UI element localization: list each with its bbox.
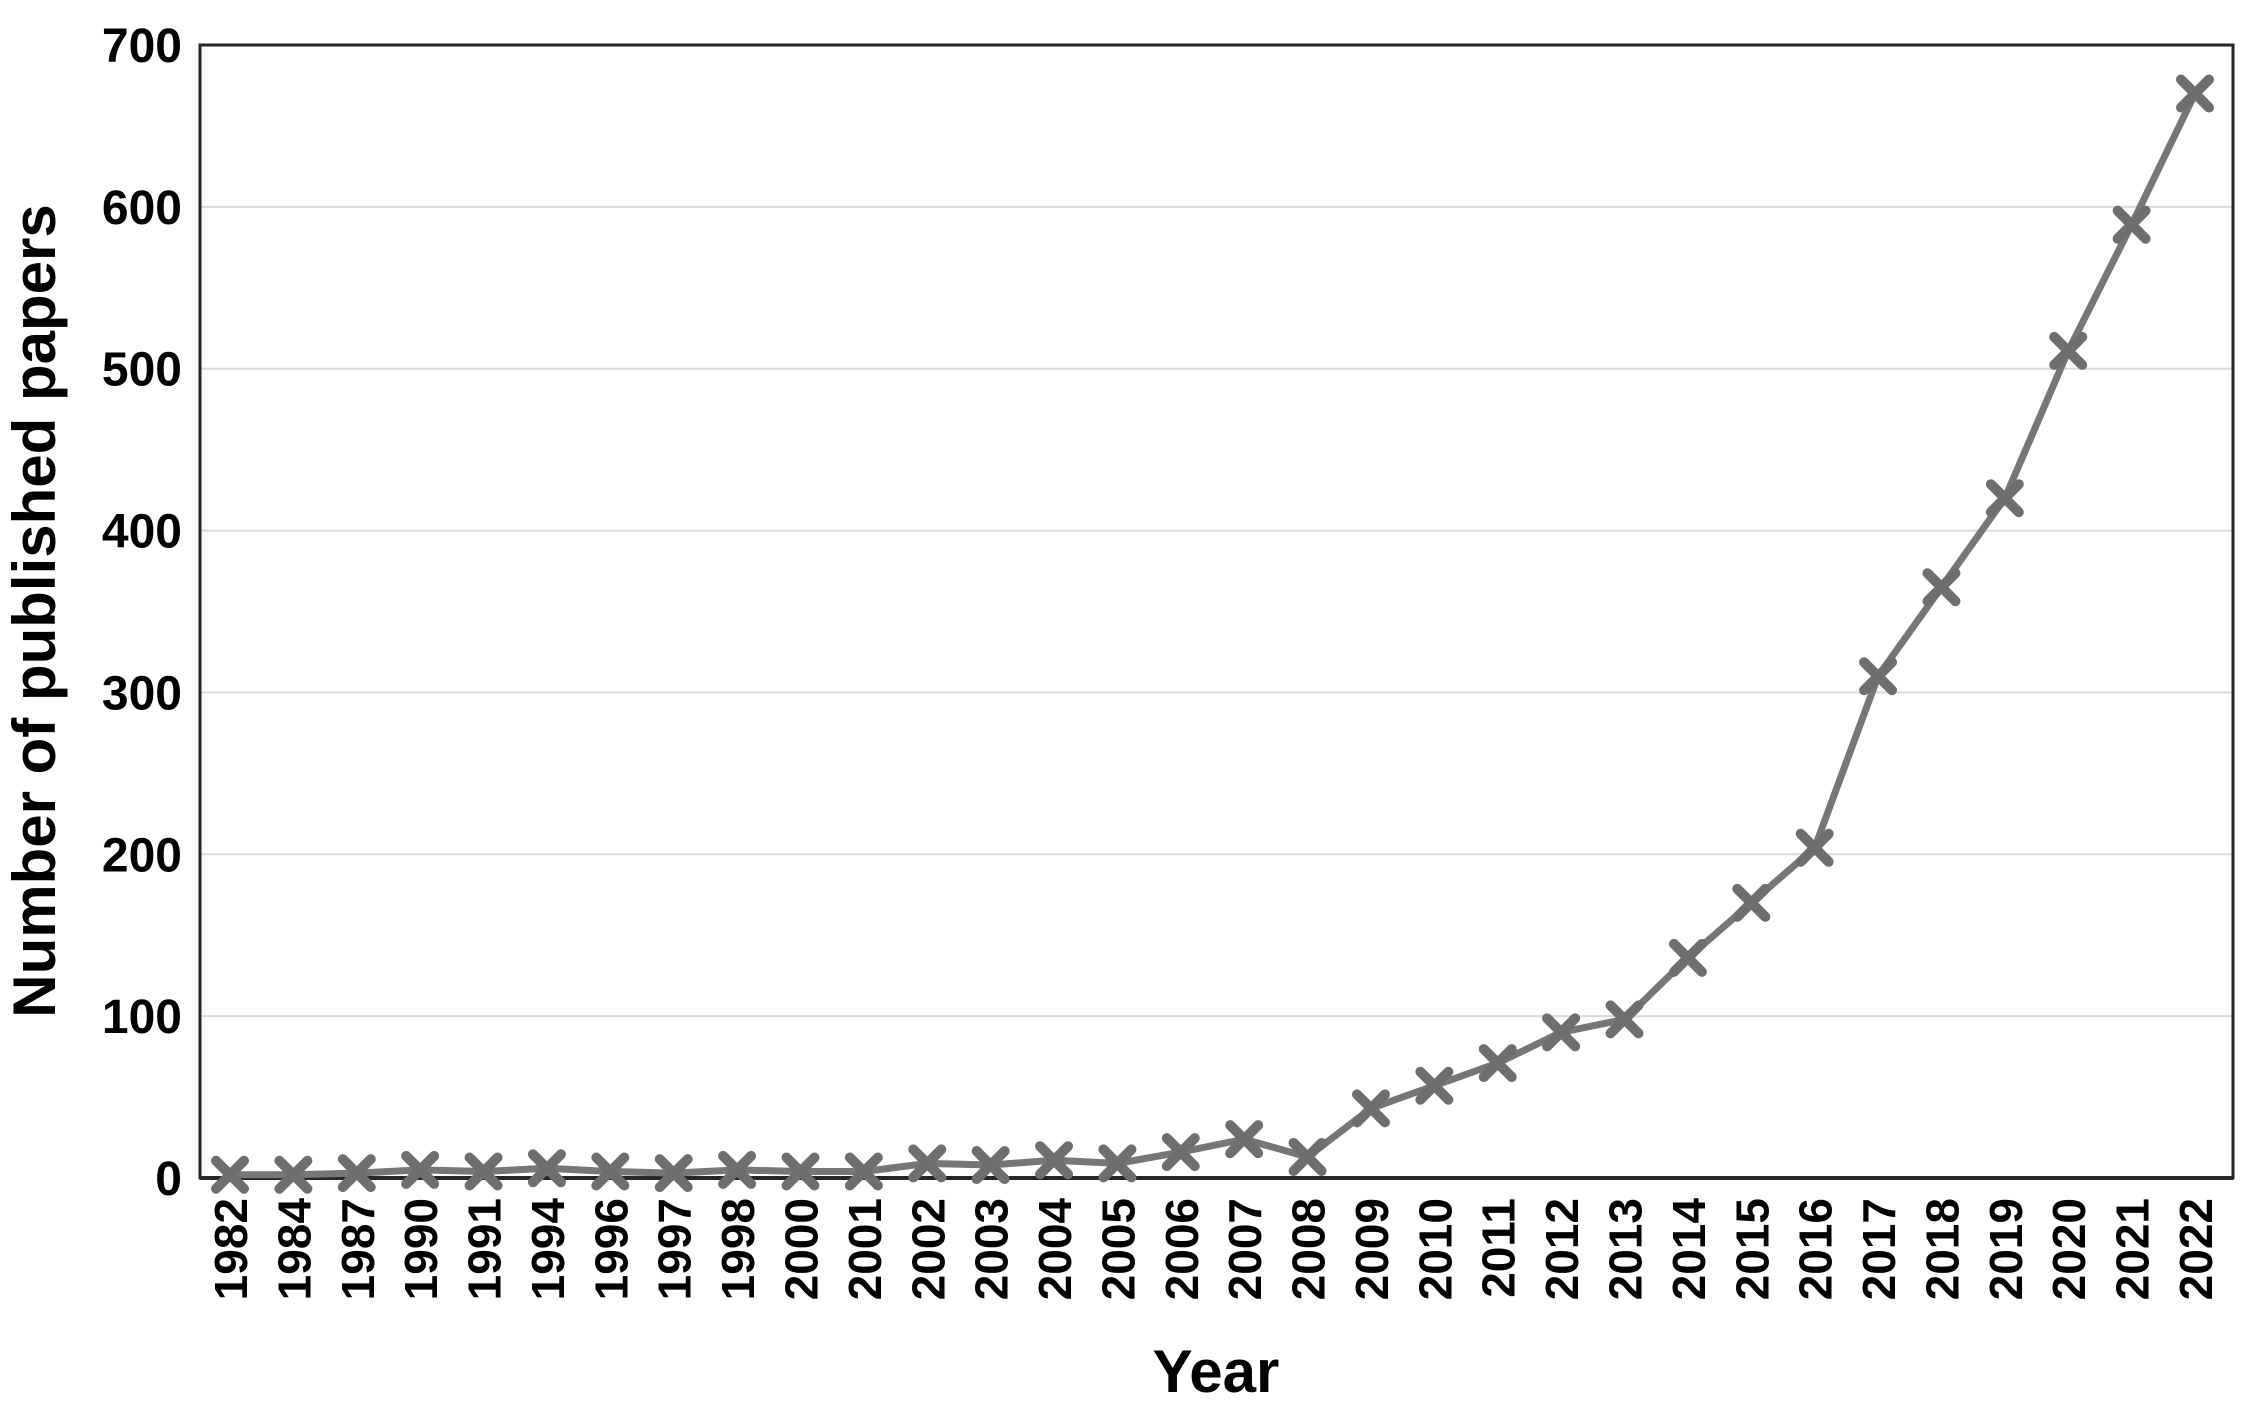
data-point-marker: [2112, 205, 2151, 244]
x-tick-label: 1984: [268, 1198, 320, 1301]
x-tick-label: 2021: [2107, 1198, 2159, 1300]
y-axis-tick-labels: 0 100 200 300 400 500 600 700: [102, 20, 182, 1206]
data-point-marker: [527, 1149, 566, 1188]
x-tick-label: 2016: [1790, 1198, 1842, 1300]
x-tick-label: 2004: [1029, 1198, 1081, 1301]
y-tick-label: 0: [155, 1153, 182, 1206]
x-tick-label: 2014: [1663, 1198, 1715, 1301]
y-axis-title: Number of published papers: [1, 204, 68, 1017]
y-tick-label: 500: [102, 344, 182, 397]
data-point-marker: [1605, 1000, 1644, 1039]
data-point-marker: [1035, 1141, 1074, 1180]
data-point-marker: [1732, 883, 1771, 922]
x-tick-label: 1996: [585, 1198, 637, 1300]
x-tick-label: 2009: [1346, 1198, 1398, 1300]
x-tick-label: 2012: [1536, 1198, 1588, 1300]
x-tick-label: 1990: [395, 1198, 447, 1300]
data-point-marker: [1098, 1144, 1137, 1183]
series-line: [226, 90, 2199, 1179]
data-point-marker: [718, 1150, 757, 1189]
x-tick-label: 2011: [1473, 1198, 1525, 1298]
x-tick-label: 2013: [1600, 1198, 1652, 1300]
y-tick-label: 100: [102, 991, 182, 1044]
data-point-marker: [1542, 1013, 1581, 1052]
x-tick-label: 1991: [459, 1198, 511, 1300]
data-point-marker: [1225, 1120, 1264, 1159]
x-tick-label: 2001: [839, 1198, 891, 1300]
y-tick-label: 300: [102, 667, 182, 720]
data-point-marker: [591, 1152, 630, 1191]
x-tick-label: 2019: [1980, 1198, 2032, 1300]
x-tick-label: 1994: [522, 1198, 574, 1301]
y-tick-label: 200: [102, 829, 182, 882]
x-tick-label: 2020: [2043, 1198, 2095, 1300]
x-tick-label: 2022: [2170, 1198, 2222, 1300]
data-point-marker: [781, 1152, 820, 1191]
data-point-marker: [211, 1155, 249, 1194]
x-tick-label: 1982: [205, 1198, 257, 1300]
data-point-marker: [1668, 938, 1707, 977]
x-tick-label: 2000: [775, 1198, 827, 1300]
data-point-marker: [337, 1154, 376, 1193]
x-tick-label: 2008: [1283, 1198, 1335, 1300]
data-point-marker: [2176, 74, 2214, 113]
x-tick-label: 2003: [966, 1198, 1018, 1300]
data-point-marker: [464, 1152, 503, 1191]
x-tick-label: 1998: [712, 1198, 764, 1300]
data-point-marker: [2049, 331, 2088, 370]
x-tick-label: 1987: [332, 1198, 384, 1300]
data-point-marker: [1415, 1066, 1454, 1105]
data-point-marker: [401, 1150, 440, 1189]
data-point-marker: [1859, 657, 1898, 696]
data-point-marker: [654, 1154, 693, 1193]
data-point-marker: [971, 1146, 1010, 1185]
x-tick-label: 2015: [1726, 1198, 1778, 1300]
x-tick-label: 1997: [649, 1198, 701, 1300]
x-tick-label: 2010: [1409, 1198, 1461, 1300]
data-point-marker: [1922, 568, 1961, 607]
y-tick-label: 400: [102, 506, 182, 559]
data-point-marker: [274, 1155, 313, 1194]
data-point-marker: [1985, 479, 2024, 518]
x-tick-label: 2017: [1853, 1198, 1905, 1300]
x-axis-title: Year: [1153, 1338, 1280, 1405]
data-point-marker: [1351, 1089, 1390, 1128]
data-series: [211, 74, 2214, 1194]
gridlines: [200, 44, 2233, 1018]
data-point-marker: [908, 1144, 947, 1183]
x-tick-label: 2006: [1156, 1198, 1208, 1300]
y-tick-label: 700: [102, 20, 182, 73]
x-tick-label: 2005: [1092, 1198, 1144, 1300]
y-tick-label: 600: [102, 182, 182, 235]
x-tick-label: 2018: [1916, 1198, 1968, 1300]
data-point-marker: [1161, 1133, 1200, 1172]
data-point-marker: [1288, 1137, 1327, 1176]
x-tick-label: 2002: [902, 1198, 954, 1300]
data-point-marker: [844, 1152, 883, 1191]
data-point-marker: [1795, 828, 1834, 867]
data-point-marker: [1478, 1044, 1517, 1083]
x-axis-tick-labels: 1982 1984 1987 1990 1991 1994 1996 1997 1998 2000…: [205, 1198, 2222, 1301]
x-tick-label: 2007: [1219, 1198, 1271, 1300]
